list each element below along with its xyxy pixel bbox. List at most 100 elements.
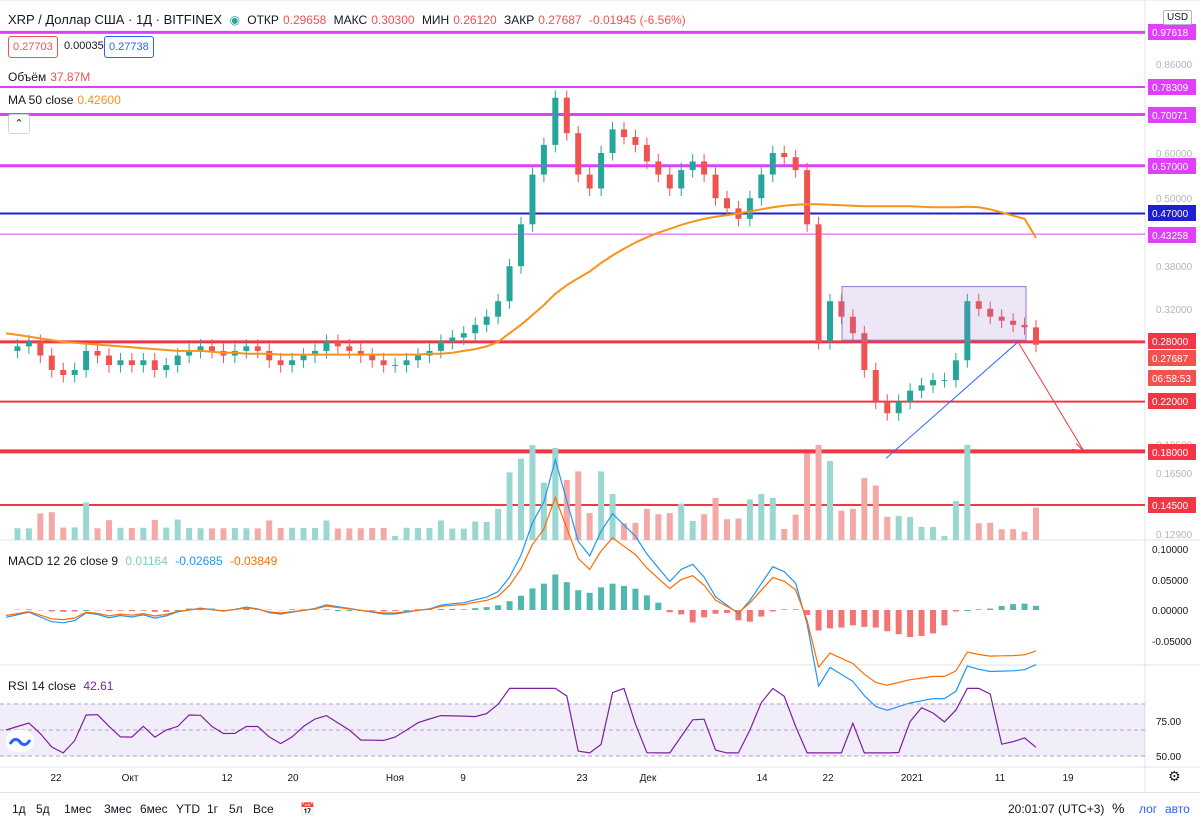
range-box [842, 287, 1026, 341]
macd-hist-bar [621, 586, 627, 610]
candle-body [472, 325, 478, 333]
low-label: МИН [422, 13, 449, 27]
time-tick: Ноя [386, 773, 404, 784]
gear-icon[interactable]: ⚙ [1168, 769, 1181, 785]
price-tick: 0.86000 [1156, 60, 1193, 71]
macd-hist-bar [323, 609, 329, 610]
timeframe-7[interactable]: 5л [229, 802, 243, 816]
volume-bar [758, 494, 764, 540]
symbol-title[interactable]: XRP / Доллар США · 1Д · BITFINEX [8, 12, 222, 27]
candle-body [884, 402, 890, 414]
macd-hist-bar [953, 610, 959, 611]
candle-body [346, 346, 352, 351]
price-tag-label: 0.47000 [1152, 209, 1189, 220]
candle-body [747, 198, 753, 219]
candle-body [72, 370, 78, 375]
candle-body [163, 365, 169, 370]
timeframe-5[interactable]: YTD [176, 802, 200, 816]
low-value: 0.26120 [453, 13, 496, 27]
candle-body [129, 360, 135, 365]
candle-body [621, 129, 627, 137]
timeframe-6[interactable]: 1г [207, 802, 218, 816]
price-tag-label: 0.18000 [1152, 448, 1189, 459]
volume-bar [575, 471, 581, 540]
auto-toggle[interactable]: авто [1165, 802, 1190, 816]
candle-body [781, 153, 787, 157]
candle-body [587, 175, 593, 189]
candle-body [209, 346, 215, 351]
candle-body [724, 198, 730, 208]
volume-bar [690, 521, 696, 540]
volume-bar [472, 522, 478, 540]
macd-hist-bar [1022, 604, 1028, 610]
volume-bar [861, 478, 867, 540]
candle-body [804, 170, 810, 224]
macd-hist-bar [907, 610, 913, 637]
price-tag-label: 0.97618 [1152, 28, 1189, 39]
volume-bar [484, 522, 490, 540]
calendar-range-icon[interactable]: 📅 [300, 802, 315, 816]
bottom-toolbar: 1д 5д 1мес 3мес 6мес YTD 1г 5л Все 📅 20:01:07 (U… [0, 792, 1200, 825]
macd-hist-bar [129, 610, 135, 611]
price-tag-label: 0.43258 [1152, 231, 1189, 242]
macd-hist-bar [392, 610, 398, 611]
ask-box[interactable]: 0.27738 [104, 36, 154, 58]
live-dot-icon: ◉ [229, 13, 239, 27]
candle-body [26, 342, 32, 346]
macd-hist-bar [49, 610, 55, 611]
volume-bar [404, 528, 410, 540]
candle-body [941, 380, 947, 381]
percent-toggle[interactable]: % [1112, 800, 1124, 816]
macd-hist-bar [289, 609, 295, 610]
price-chart[interactable]: 0.860000.600000.500000.380000.320000.240… [0, 0, 1200, 792]
candle-body [117, 360, 123, 365]
volume-bar [312, 528, 318, 540]
macd-hist-bar [140, 610, 146, 611]
macd-line-value: -0.02685 [175, 554, 222, 568]
timeframe-2[interactable]: 1мес [64, 802, 92, 816]
macd-hist-bar [919, 610, 925, 636]
candle-body [953, 360, 959, 380]
macd-hist-bar [793, 609, 799, 610]
macd-hist-bar [449, 609, 455, 610]
candle-body [793, 157, 799, 170]
macd-hist-bar [369, 610, 375, 611]
timeframe-8[interactable]: Все [253, 802, 274, 816]
macd-hist-bar [999, 606, 1005, 610]
chart-grid [0, 0, 1200, 792]
candle-body [564, 98, 570, 133]
macd-hist-bar [335, 610, 341, 611]
candle-body [541, 145, 547, 175]
candle-body [690, 161, 696, 170]
candle-body [175, 356, 181, 366]
macd-hist-bar [598, 587, 604, 610]
collapse-legend-button[interactable]: ⌃ [8, 114, 30, 134]
volume-bar [987, 523, 993, 540]
chart-wave-icon [6, 730, 34, 752]
macd-hist-bar [26, 609, 32, 610]
macd-hist-bar [758, 610, 764, 617]
bid-box[interactable]: 0.27703 [8, 36, 58, 58]
price-tag-label: 0.78309 [1152, 83, 1189, 94]
volume-bar [83, 502, 89, 540]
candle-body [701, 161, 707, 174]
clock[interactable]: 20:01:07 (UTC+3) [1008, 802, 1104, 816]
volume-bar [358, 528, 364, 540]
timeframe-4[interactable]: 6мес [140, 802, 168, 816]
macd-hist-bar [587, 593, 593, 610]
timeframe-1[interactable]: 5д [36, 802, 50, 816]
candle-body [758, 175, 764, 199]
volume-bar [1022, 532, 1028, 540]
timeframe-3[interactable]: 3мес [104, 802, 132, 816]
macd-signal-value: -0.03849 [230, 554, 277, 568]
macd-label: MACD 12 26 close 9 [8, 554, 118, 568]
spread-value: 0.00035 [64, 40, 104, 52]
logo-badge[interactable] [6, 730, 34, 752]
price-tag-label: 0.70071 [1152, 111, 1189, 122]
macd-hist-bar [152, 610, 158, 612]
macd-hist-bar [667, 610, 673, 612]
log-toggle[interactable]: лог [1139, 802, 1157, 816]
macd-hist-bar [163, 610, 169, 612]
timeframe-0[interactable]: 1д [12, 802, 26, 816]
